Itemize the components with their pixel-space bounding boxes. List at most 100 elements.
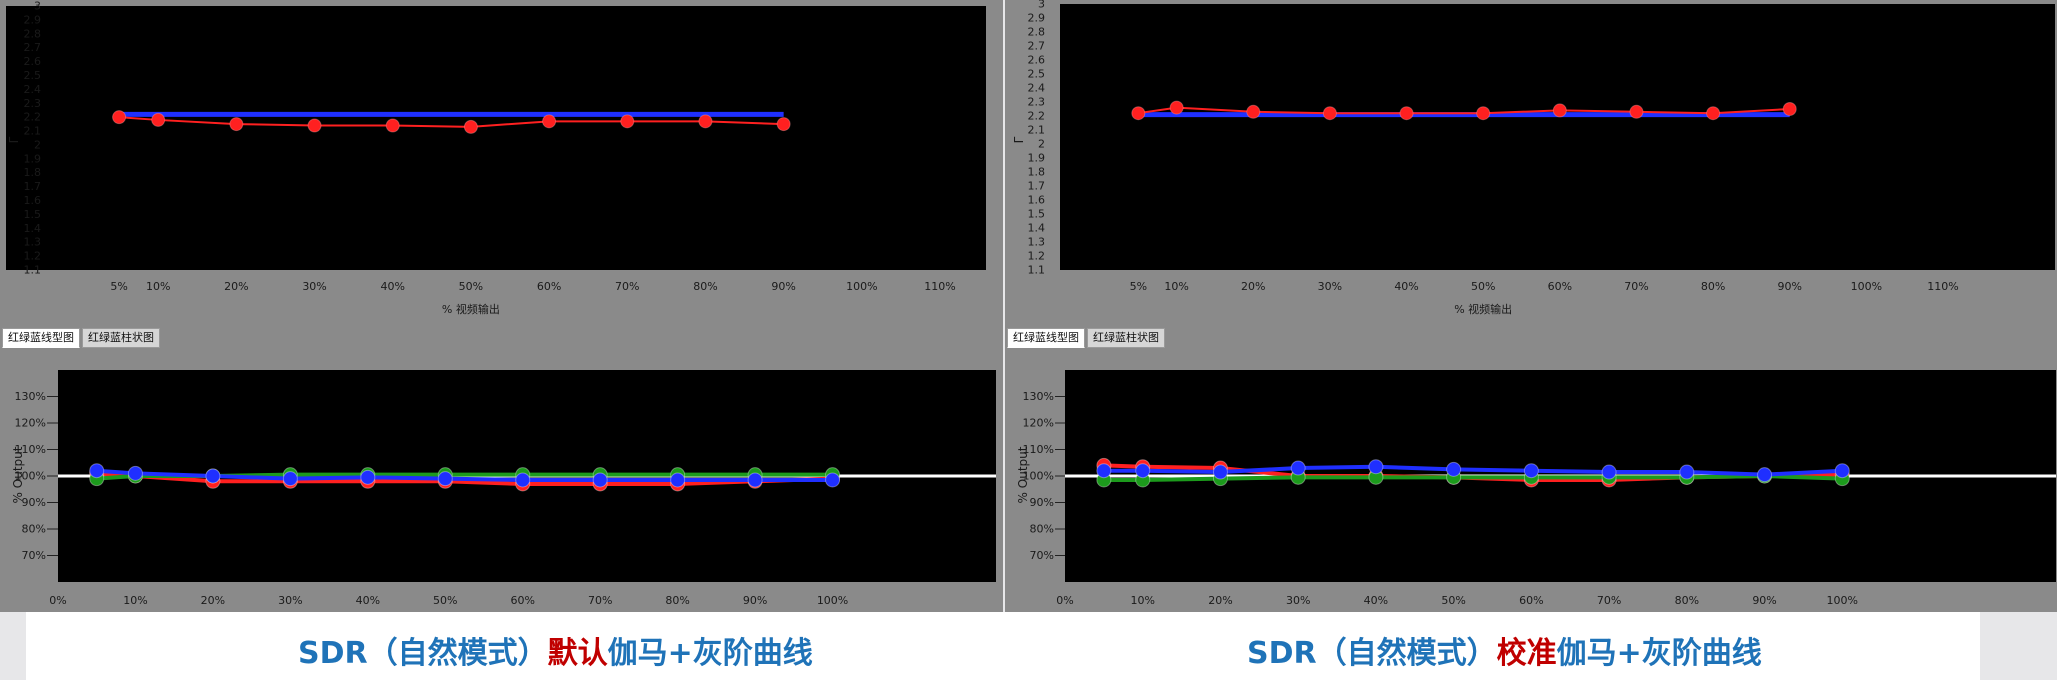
y-tick-label: 2.3 [24,97,42,110]
x-tick-label: 80% [1675,594,1699,607]
y-axis-label: % Output [1016,446,1030,503]
caption-prefix: SDR（自然模式） [1247,636,1497,671]
x-tick-label: 30% [1318,280,1342,293]
y-tick-label: 1.8 [1028,166,1046,179]
left-panel-charts: 32.92.82.72.62.52.42.32.22.121.91.81.71.… [6,0,996,607]
x-tick-label: 20% [224,280,248,293]
left-panel: 3 2.9 2.8 2.7 2.6 2.5 2.4 2.3 2.2 2.1 2 1.9 1.8 1.7 1.… [0,0,1003,612]
y-tick-label: 2.3 [1028,96,1046,109]
blue-data-point [1834,463,1850,479]
x-tick-label: 100% [1827,594,1858,607]
plot-area [1060,4,2055,270]
x-tick-label: 100% [846,280,877,293]
tab-rgb-bar-chart[interactable]: 红绿蓝柱状图 [82,328,160,348]
y-tick-label: 2 [1038,138,1045,151]
y-tick-label: 90% [1030,496,1054,509]
blue-data-point [1446,461,1462,477]
x-tick-label: 50% [433,594,457,607]
y-tick-label: 2.1 [24,125,42,138]
right-tab-bar: 红绿蓝线型图 红绿蓝柱状图 [1007,328,1165,348]
caption-prefix: SDR（自然模式） [298,636,548,671]
y-tick-label: 110% [15,443,46,456]
y-tick-label: 100% [15,470,46,483]
tab-rgb-line-chart[interactable]: 红绿蓝线型图 [2,328,80,348]
y-tick-label: 2.8 [1028,26,1046,39]
x-tick-label: 40% [1364,594,1388,607]
x-tick-label: 90% [743,594,767,607]
x-tick-label: 50% [459,280,483,293]
y-tick-label: 2.8 [24,27,42,40]
y-tick-label: 120% [15,417,46,430]
x-tick-label: 90% [771,280,795,293]
y-tick-label: 2.7 [1028,40,1046,53]
y-axis-label: Γ [7,136,21,143]
tab-rgb-line-chart[interactable]: 红绿蓝线型图 [1007,328,1085,348]
y-tick-label: 1.4 [24,222,42,235]
caption-suffix: 伽马+灰阶曲线 [607,636,813,671]
y-tick-label: 2.7 [24,41,42,54]
caption-accent: 校准 [1496,636,1557,671]
chart-right-bottom: 130% 120% 110% 100% 90% 80% 70% % Output 0% 10% 20… [1016,370,2056,607]
x-tick-label: 20% [1241,280,1265,293]
red-data-point [1322,106,1337,121]
chart-left-bottom: 130% 120% 110% 100% 90% 80% 70% % Output 0% 10% 20… [11,370,996,607]
x-tick-label: 80% [1701,280,1725,293]
x-tick-label: 50% [1441,594,1465,607]
x-tick-label: 90% [1752,594,1776,607]
red-data-point [1246,104,1261,119]
red-data-point [1782,102,1797,116]
x-tick-label: 70% [1597,594,1621,607]
caption-suffix: 伽马+灰阶曲线 [1556,636,1762,671]
x-tick-label: 40% [356,594,380,607]
x-tick-label: 100% [817,594,848,607]
y-tick-label: 2.2 [1028,110,1046,123]
red-data-point [1131,106,1146,121]
y-tick-label: 2.9 [24,13,42,26]
x-tick-label: 90% [1778,280,1802,293]
y-tick-label: 130% [1023,390,1054,403]
red-data-point [463,119,478,134]
x-axis-label: % 视频输出 [442,302,500,316]
x-tick-label: 10% [1164,280,1188,293]
y-tick-label: 80% [22,523,46,536]
y-tick-label: 90% [22,496,46,509]
y-tick-label: 1.9 [24,152,42,165]
y-tick-label: 1.7 [24,180,42,193]
red-data-point [620,114,635,129]
y-tick-label: 1.4 [1028,222,1046,235]
red-data-point [112,110,127,125]
y-tick-label: 1.1 [1028,264,1046,277]
x-tick-label: 40% [381,280,405,293]
y-tick-label: 130% [15,390,46,403]
x-tick-label: 20% [201,594,225,607]
blue-data-point [747,472,763,488]
y-tick-label: 2.5 [1028,68,1046,81]
blue-data-point [592,472,608,488]
x-tick-label: 110% [924,280,955,293]
y-tick-label: 70% [22,549,46,562]
blue-data-point [437,471,453,487]
y-tick-label: 3 [1038,0,1045,11]
y-tick-label: 1.9 [1028,152,1046,165]
right-panel-charts: 32.92.82.72.62.52.42.32.22.121.91.81.71.… [1012,0,2056,607]
blue-data-point [1290,460,1306,476]
y-tick-label: 1.2 [24,250,42,263]
red-data-point [385,118,400,133]
y-tick-label: 2.4 [1028,82,1046,95]
x-tick-label: 20% [1208,594,1232,607]
y-tick-label: 1.5 [1028,208,1046,221]
y-tick-label: 1.6 [24,194,42,207]
tab-rgb-bar-chart[interactable]: 红绿蓝柱状图 [1087,328,1165,348]
x-tick-label: 60% [537,280,561,293]
y-tick-label: 110% [1023,443,1054,456]
y-tick-label: 1.2 [1028,250,1046,263]
x-tick-label: 0% [1056,594,1073,607]
red-data-point [1169,100,1184,115]
x-tick-label: 10% [123,594,147,607]
x-tick-label: 80% [693,280,717,293]
x-tick-label: 50% [1471,280,1495,293]
x-tick-label: 0% [49,594,66,607]
left-caption: SDR（自然模式）默认伽马+灰阶曲线 [298,628,813,672]
blue-data-point [1096,463,1112,479]
y-tick-label: 2 [34,138,41,151]
